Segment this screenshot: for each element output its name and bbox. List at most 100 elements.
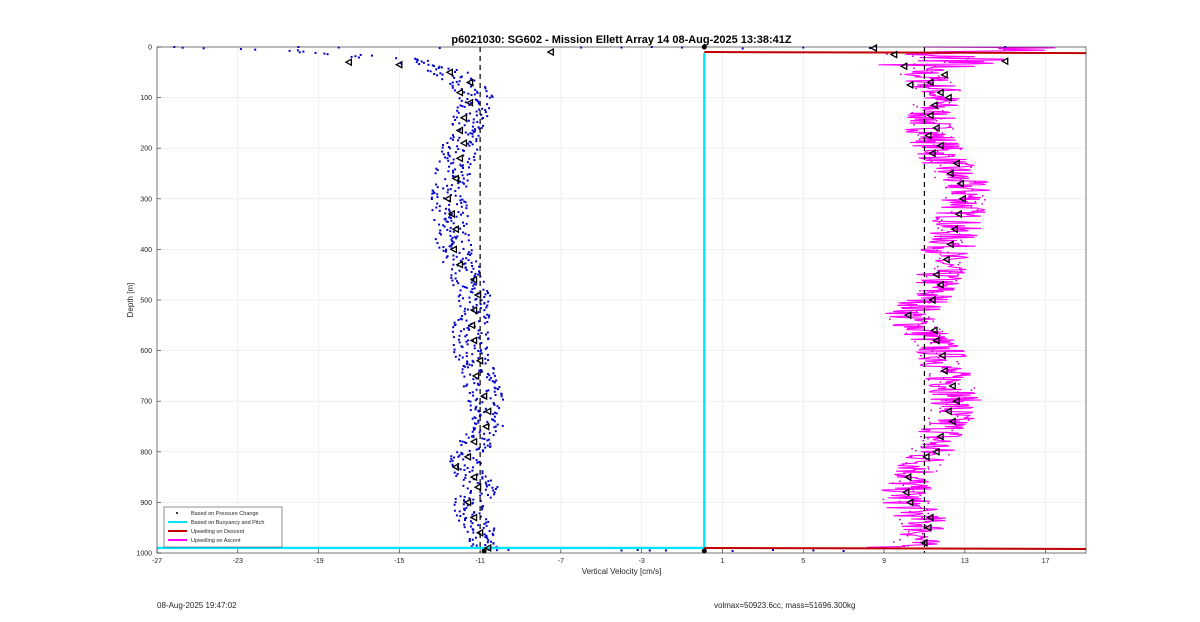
- descent-point: [492, 489, 495, 492]
- descent-point: [487, 316, 490, 319]
- descent-point: [480, 352, 483, 355]
- descent-point: [456, 472, 459, 475]
- descent-point: [461, 368, 464, 371]
- ascent-point: [1003, 49, 1006, 51]
- descent-point: [493, 491, 496, 494]
- descent-point: [478, 410, 480, 413]
- ascent-point: [907, 530, 910, 533]
- descent-point: [487, 494, 489, 496]
- descent-point: [477, 102, 480, 105]
- ascent-marker: [932, 123, 940, 133]
- ascent-point: [927, 308, 930, 310]
- ascent-point: [936, 265, 939, 268]
- descent-point: [452, 134, 454, 137]
- descent-point: [466, 343, 469, 346]
- descent-point: [441, 73, 444, 76]
- ascent-point: [911, 488, 914, 491]
- descent-point: [468, 296, 471, 299]
- ascent-point: [941, 229, 943, 232]
- descent-point: [450, 243, 453, 246]
- descent-point: [433, 192, 436, 194]
- ascent-point: [911, 111, 914, 114]
- ascent-point: [919, 494, 922, 497]
- descent-point: [498, 386, 501, 389]
- ascent-point: [939, 79, 942, 82]
- buoyancy-line: [157, 53, 706, 550]
- descent-point: [477, 419, 480, 422]
- descent-point: [449, 460, 452, 463]
- descent-point: [468, 103, 471, 106]
- ascent-point: [909, 510, 911, 513]
- descent-point: [486, 537, 489, 540]
- descent-point: [454, 277, 457, 280]
- descent-point: [462, 365, 465, 367]
- descent-point: [484, 481, 487, 484]
- descent-marker: [455, 260, 464, 269]
- x-tick-label: -11: [475, 558, 485, 565]
- ascent-point: [933, 267, 936, 270]
- ascent-point: [930, 342, 932, 345]
- descent-point: [467, 327, 470, 330]
- descent-point: [450, 247, 453, 250]
- descent-point: [460, 205, 463, 208]
- ascent-point: [958, 233, 961, 236]
- descent-point: [467, 251, 470, 254]
- descent-point: [450, 276, 453, 279]
- descent-point: [458, 180, 461, 183]
- descent-point: [484, 86, 487, 89]
- descent-point: [468, 328, 471, 331]
- descent-point: [438, 223, 441, 226]
- descent-point: [302, 50, 305, 53]
- ascent-point: [906, 545, 909, 547]
- ascent-point: [934, 65, 937, 68]
- descent-point: [476, 482, 479, 485]
- ascent-marker: [950, 225, 958, 234]
- velocity-chart: -27 -23 -19 -15 -11 -7 -3 1 5 9 13 17 0 100 200 300 400 5…: [126, 34, 1087, 576]
- descent-point: [461, 211, 464, 214]
- ascent-point: [905, 496, 907, 499]
- descent-point: [463, 365, 466, 368]
- descent-point: [488, 432, 491, 435]
- descent-point: [472, 426, 475, 429]
- descent-point: [453, 348, 456, 351]
- ascent-marker: [940, 366, 948, 375]
- descent-point: [486, 290, 489, 292]
- descent-point: [337, 46, 340, 49]
- descent-point: [486, 353, 489, 356]
- descent-point: [463, 182, 465, 185]
- ascent-point: [928, 302, 931, 304]
- legend-label: Based on Buoyancy and Pitch: [191, 520, 264, 526]
- descent-point: [454, 501, 457, 504]
- descent-point: [456, 106, 459, 109]
- ascent-point: [941, 296, 944, 298]
- descent-point: [452, 241, 455, 244]
- descent-point: [464, 286, 466, 289]
- descent-point: [464, 131, 467, 134]
- descent-point: [452, 284, 455, 287]
- ascent-point: [924, 115, 927, 118]
- ascent-marker: [956, 179, 964, 188]
- legend-label: Based on Pressure Change: [191, 511, 259, 517]
- descent-point: [495, 379, 498, 382]
- ascent-point: [960, 162, 963, 165]
- descent-point: [450, 274, 453, 277]
- descent-point: [482, 526, 485, 529]
- ascent-point: [983, 198, 986, 201]
- ascent-point: [912, 490, 915, 493]
- descent-point: [466, 98, 469, 100]
- ascent-marker: [942, 255, 950, 264]
- descent-point: [359, 53, 362, 56]
- descent-point: [457, 338, 460, 341]
- ascent-point: [886, 53, 888, 55]
- ascent-marker: [869, 43, 878, 53]
- ascent-point: [938, 298, 941, 300]
- descent-point: [465, 334, 468, 337]
- descent-point: [442, 261, 445, 264]
- descent-point: [450, 238, 453, 241]
- descent-point: [496, 405, 499, 408]
- ascent-point: [892, 482, 894, 485]
- descent-marker: [449, 245, 458, 254]
- ascent-marker: [948, 417, 956, 426]
- ascent-marker: [944, 407, 952, 416]
- descent-point: [440, 66, 443, 69]
